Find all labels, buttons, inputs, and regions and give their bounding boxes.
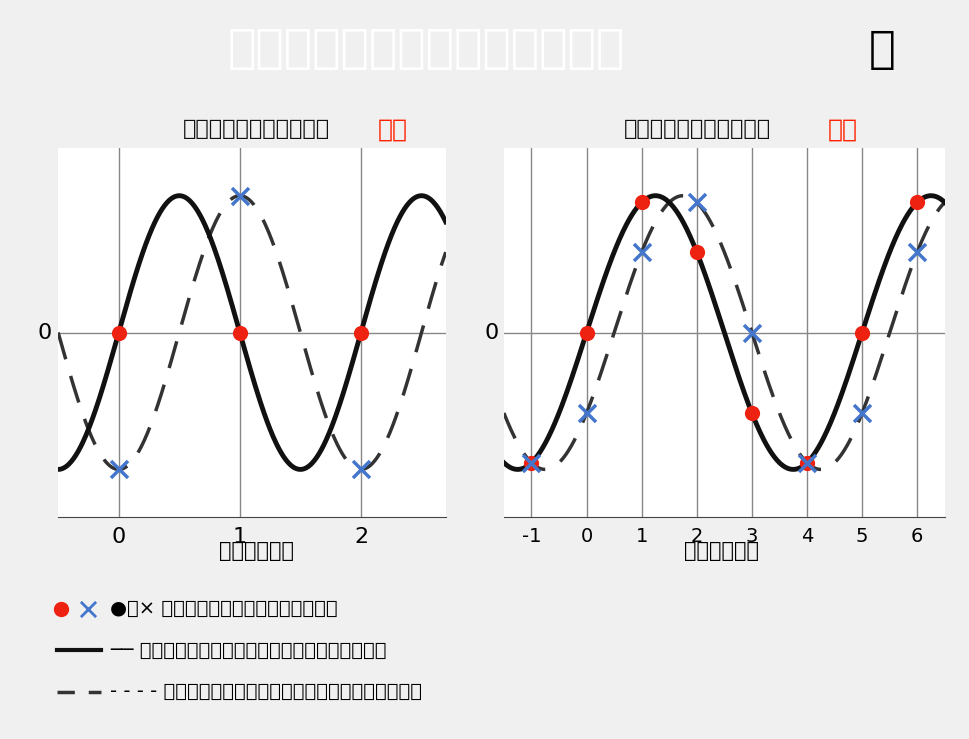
Point	[80, 603, 96, 615]
Text: ５倍: ５倍	[828, 118, 858, 141]
Point	[799, 457, 815, 469]
Point	[53, 603, 69, 615]
Point	[578, 327, 594, 338]
Text: 0: 0	[38, 322, 52, 343]
Point	[634, 246, 649, 258]
Point	[110, 463, 126, 475]
Point	[689, 246, 704, 258]
Point	[910, 197, 925, 208]
Text: ── ：最大値の位置が格子点の位置と一致した場合: ── ：最大値の位置が格子点の位置と一致した場合	[110, 641, 387, 660]
Point	[689, 197, 704, 208]
Point	[855, 327, 870, 338]
Text: ●，× ：数値予報モデルで表現される値: ●，× ：数値予報モデルで表現される値	[110, 599, 338, 619]
Text: 👻: 👻	[868, 28, 895, 72]
Point	[232, 327, 247, 338]
Point	[910, 246, 925, 258]
Point	[232, 190, 247, 202]
Point	[578, 407, 594, 419]
Text: 格子点の位置: 格子点の位置	[219, 540, 295, 561]
Point	[523, 457, 539, 469]
Text: 現象の波長が格子間隔の: 現象の波長が格子間隔の	[624, 119, 771, 140]
Text: 格子点の位置: 格子点の位置	[684, 540, 760, 561]
Point	[634, 197, 649, 208]
Point	[353, 327, 368, 338]
Point	[744, 327, 760, 338]
Point	[744, 407, 760, 419]
Text: 現象の波長が格子間隔の: 現象の波長が格子間隔の	[183, 119, 330, 140]
Text: 0: 0	[484, 322, 498, 343]
Text: - - - - ：最大値の位置が半格子間隔だけ右にずれた場合: - - - - ：最大値の位置が半格子間隔だけ右にずれた場合	[110, 682, 422, 701]
Text: 格子間隔と現象の水平スケール: 格子間隔と現象の水平スケール	[228, 27, 625, 72]
Point	[353, 463, 368, 475]
Point	[110, 327, 126, 338]
Point	[855, 407, 870, 419]
Text: ２倍: ２倍	[378, 118, 407, 141]
Point	[523, 457, 539, 469]
Point	[799, 457, 815, 469]
